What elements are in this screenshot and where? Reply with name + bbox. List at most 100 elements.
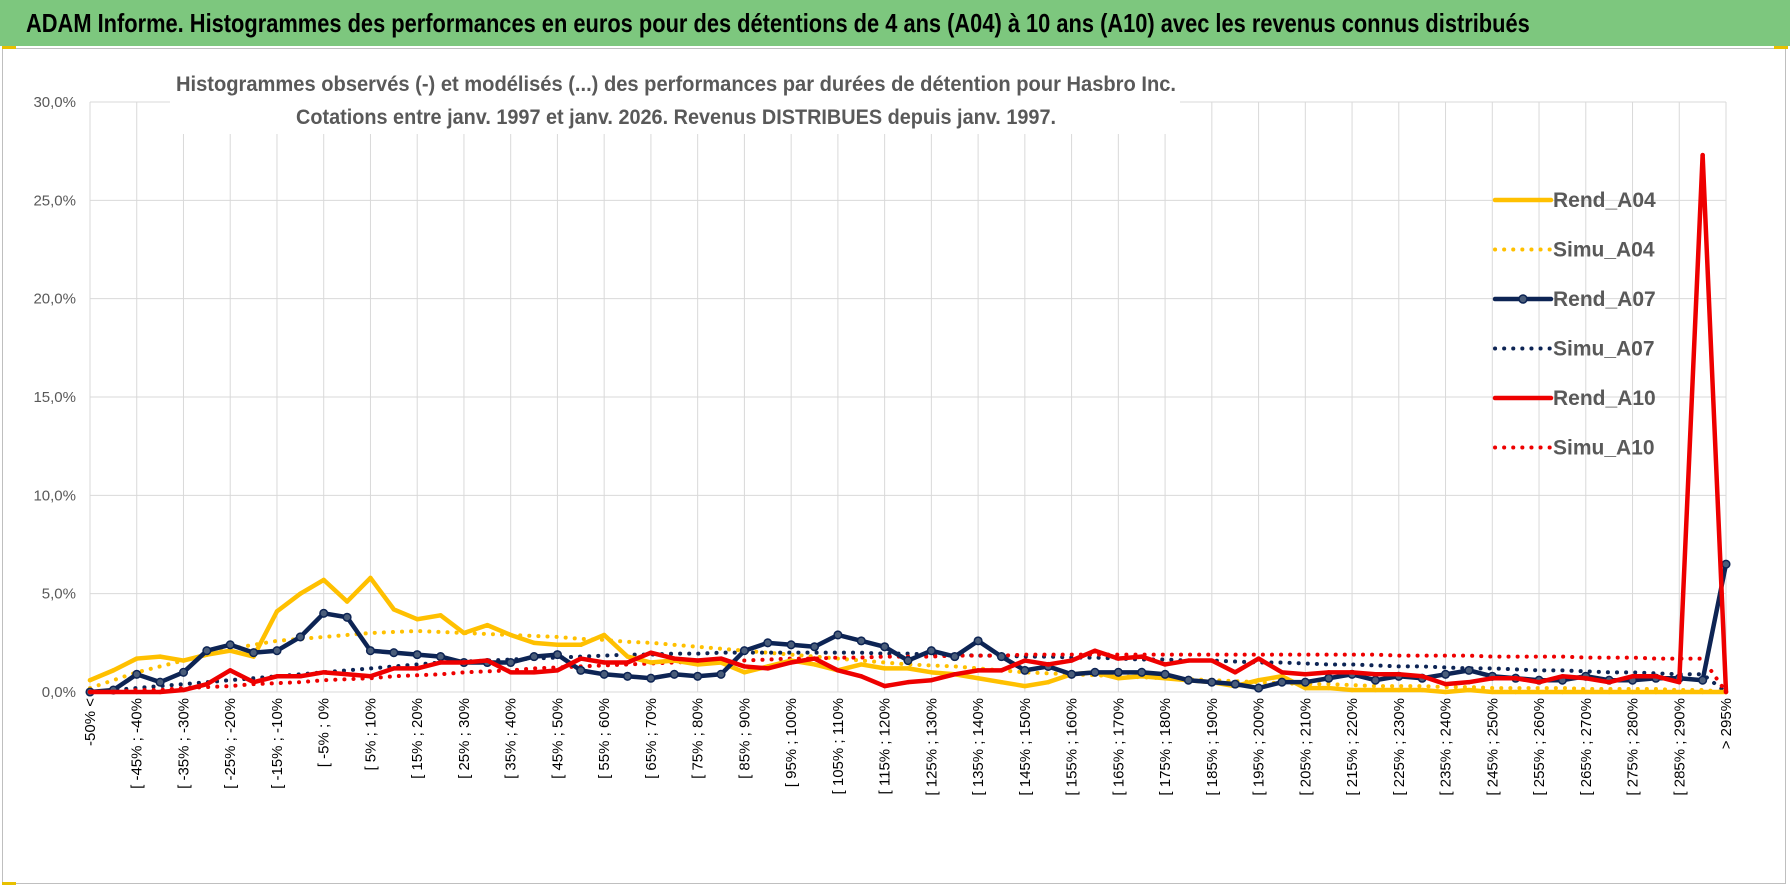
data-point <box>391 607 397 612</box>
data-point <box>1370 675 1380 685</box>
chart-title: Histogrammes observés (-) et modélisés (… <box>176 73 1176 96</box>
data-point <box>1022 683 1028 689</box>
data-point <box>1116 656 1121 661</box>
x-tick-label: [ 245% ; 250% <box>1484 698 1501 796</box>
report-title: ADAM Informe. Histogrammes des performan… <box>26 8 1530 38</box>
x-tick-label: [ 55% ; 60% <box>596 698 613 779</box>
header-banner: ADAM Informe. Histogrammes des performan… <box>0 0 1790 46</box>
data-point <box>1162 662 1168 667</box>
x-tick-label: [ 205% ; 210% <box>1297 698 1314 796</box>
data-point <box>415 617 420 622</box>
data-point <box>718 660 724 665</box>
data-point <box>1677 689 1682 695</box>
data-point <box>438 660 443 665</box>
data-point <box>672 656 677 661</box>
data-point <box>181 658 186 663</box>
data-point <box>812 662 817 667</box>
data-point <box>391 666 397 671</box>
data-point <box>552 650 562 660</box>
x-tick-label: > 295% <box>1718 698 1735 749</box>
legend-label: Rend_A04 <box>1553 189 1656 212</box>
data-point <box>1209 658 1215 663</box>
data-point <box>225 640 235 650</box>
data-point <box>1419 674 1425 679</box>
data-point <box>157 689 163 695</box>
data-point <box>999 679 1004 685</box>
data-point <box>1137 667 1147 677</box>
chart-subtitle: Cotations entre janv. 1997 et janv. 2026… <box>296 106 1056 129</box>
data-point <box>1139 654 1144 659</box>
data-point <box>716 669 726 679</box>
legend-item-simu-a07: Simu_A07 <box>1493 338 1655 361</box>
data-point <box>1490 676 1495 681</box>
data-point <box>111 689 116 695</box>
data-point <box>1700 152 1705 158</box>
x-tick-label: [ -5% ; 0% <box>316 698 333 767</box>
data-point <box>1373 687 1378 693</box>
data-point <box>1560 674 1565 679</box>
x-tick-label: [ 275% ; 280% <box>1625 698 1642 796</box>
data-point <box>1256 678 1261 683</box>
x-tick-label: [ 125% ; 130% <box>923 698 940 796</box>
data-point <box>202 646 212 656</box>
data-point <box>1443 681 1448 687</box>
data-point <box>506 657 516 668</box>
legend-marker <box>1518 294 1528 304</box>
data-point <box>1536 689 1542 695</box>
data-point <box>531 670 537 675</box>
data-point <box>859 662 864 667</box>
data-point <box>742 670 747 675</box>
data-point <box>461 630 467 636</box>
data-point <box>555 642 560 647</box>
data-point <box>578 642 583 647</box>
data-point <box>274 674 280 679</box>
data-point <box>1300 677 1310 687</box>
legend-item-simu-a10: Simu_A10 <box>1493 437 1655 460</box>
legend-item-rend-a04: Rend_A04 <box>1492 189 1656 212</box>
data-point <box>646 673 656 683</box>
legend-item-simu-a04: Simu_A04 <box>1493 239 1655 262</box>
data-point <box>648 650 654 655</box>
data-point <box>625 660 630 665</box>
data-point <box>973 636 983 646</box>
data-point <box>485 658 490 663</box>
data-point <box>929 670 934 675</box>
data-point <box>272 646 282 656</box>
y-tick-label: 0,0% <box>42 684 76 701</box>
x-tick-label: [ 195% ; 200% <box>1251 698 1268 796</box>
data-point <box>812 656 817 661</box>
x-tick-label: [ 145% ; 150% <box>1017 698 1034 796</box>
x-tick-label: [ 15% ; 20% <box>409 698 426 779</box>
data-point <box>438 613 443 618</box>
data-point <box>718 656 724 661</box>
x-tick-label: [ 45% ; 50% <box>549 698 566 779</box>
data-point <box>529 652 539 662</box>
data-point <box>926 646 936 656</box>
data-point <box>319 608 329 618</box>
x-tick-label: [ 5% ; 10% <box>362 698 379 771</box>
data-point <box>1443 689 1448 695</box>
title-background <box>170 68 1180 134</box>
data-point <box>1303 685 1308 691</box>
data-point <box>204 681 210 687</box>
series-rend-a10 <box>87 152 1729 695</box>
data-point <box>155 677 165 687</box>
data-point <box>1653 674 1659 679</box>
data-point <box>950 652 960 662</box>
data-point <box>1440 669 1451 679</box>
data-point <box>389 648 399 658</box>
data-point <box>132 669 142 679</box>
data-point <box>999 668 1004 673</box>
data-point <box>295 632 305 642</box>
x-tick-label: [ 105% ; 110% <box>830 698 847 794</box>
data-point <box>1583 689 1588 695</box>
data-point <box>739 646 749 656</box>
data-point <box>134 689 139 695</box>
data-point <box>321 577 326 583</box>
y-tick-label: 20,0% <box>33 291 76 308</box>
data-point <box>1279 670 1285 675</box>
data-point <box>412 650 422 660</box>
data-point <box>996 652 1007 662</box>
data-point <box>695 662 700 667</box>
